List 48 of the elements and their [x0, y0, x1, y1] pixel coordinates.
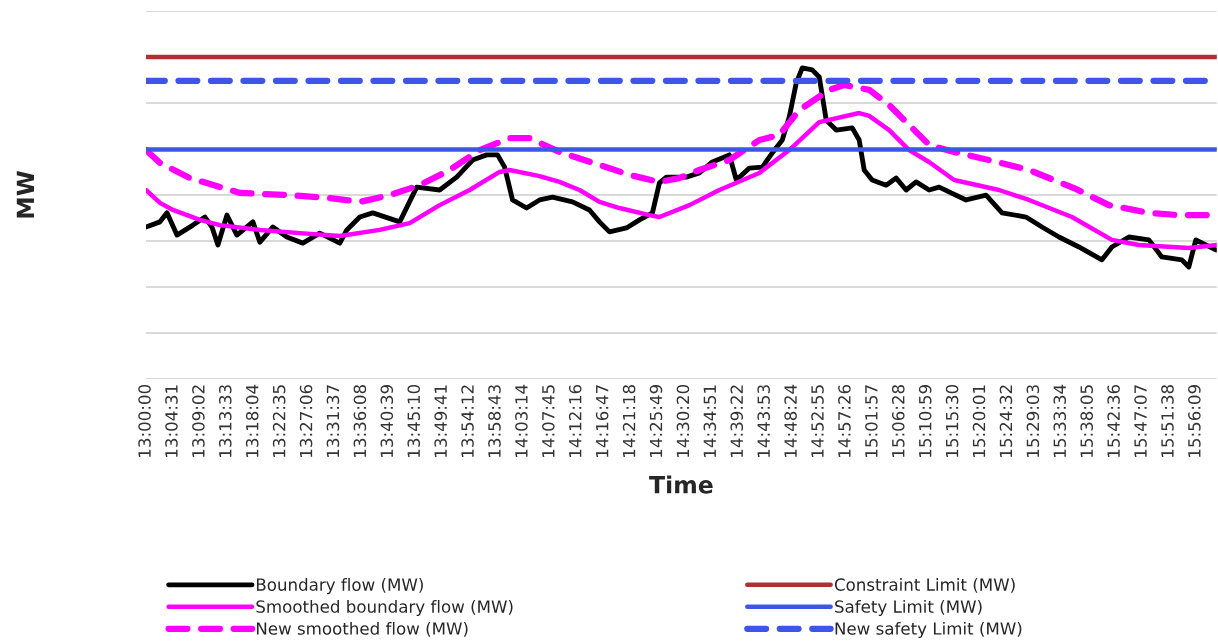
x-tick-label: 14:48:24: [784, 384, 797, 457]
x-tick-label: 13:49:41: [434, 385, 447, 457]
x-tick-label: 14:25:49: [649, 385, 663, 457]
x-tick-label: 14:57:26: [838, 384, 851, 457]
x-tick-label: 15:01:57: [865, 385, 878, 457]
x-tick-label: 13:00:00: [138, 384, 151, 457]
x-tick-label: 14:34:51: [703, 385, 717, 457]
x-tick-label: 13:13:33: [218, 385, 232, 457]
x-tick-label: 15:38:05: [1080, 385, 1093, 457]
x-tick-label: 15:20:01: [972, 385, 986, 457]
x-tick-label: 14:39:22: [730, 385, 744, 457]
x-tick-label: 14:16:47: [595, 385, 609, 457]
x-tick-label: 13:54:12: [461, 385, 474, 457]
x-tick-label: 15:06:28: [891, 385, 905, 457]
x-tick-label: 14:03:14: [515, 384, 528, 457]
x-tick-label: 13:04:31: [165, 385, 178, 457]
x-tick-label: 13:45:10: [407, 384, 421, 457]
x-tick-label: 15:56:09: [1188, 385, 1201, 457]
x-tick-label: 14:52:55: [811, 385, 824, 457]
x-tick-label: 15:42:36: [1107, 384, 1120, 457]
x-axis-title: Time: [649, 475, 713, 494]
y-axis-title: MW: [16, 170, 35, 218]
x-tick-label: 15:29:03: [1026, 385, 1040, 457]
legend-label: Smoothed boundary flow (MW): [256, 599, 513, 617]
x-tick-label: 14:07:45: [542, 385, 555, 457]
legend-label: Constraint Limit (MW): [834, 578, 1015, 593]
x-tick-label: 14:30:20: [676, 384, 690, 457]
x-tick-label: 15:51:38: [1161, 385, 1174, 457]
x-tick-label: 13:58:43: [488, 385, 501, 457]
legend-label: Safety Limit (MW): [835, 599, 982, 617]
x-tick-label: 15:10:59: [918, 385, 932, 457]
x-tick-label: 15:47:07: [1134, 385, 1147, 457]
x-tick-label: 13:22:35: [272, 385, 286, 457]
x-tick-label: 14:43:53: [757, 385, 770, 457]
x-tick-label: 14:21:18: [622, 385, 636, 457]
legend-label: New safety Limit (MW): [835, 621, 1022, 639]
x-tick-label: 13:18:04: [245, 384, 259, 457]
x-tick-label: 13:27:06: [299, 384, 313, 457]
x-tick-label: 15:33:34: [1053, 384, 1067, 457]
x-tick-label: 13:36:08: [353, 385, 367, 457]
x-tick-label: 14:12:16: [568, 384, 582, 457]
legend-label: New smoothed flow (MW): [256, 621, 468, 637]
x-tick-label: 15:15:30: [945, 384, 959, 457]
x-tick-label: 13:09:02: [192, 385, 205, 457]
x-tick-label: 15:24:32: [999, 385, 1013, 457]
legend-label: Boundary flow (MW): [256, 578, 423, 595]
x-tick-label: 13:40:39: [380, 385, 394, 457]
x-tick-label: 13:31:37: [326, 385, 340, 457]
